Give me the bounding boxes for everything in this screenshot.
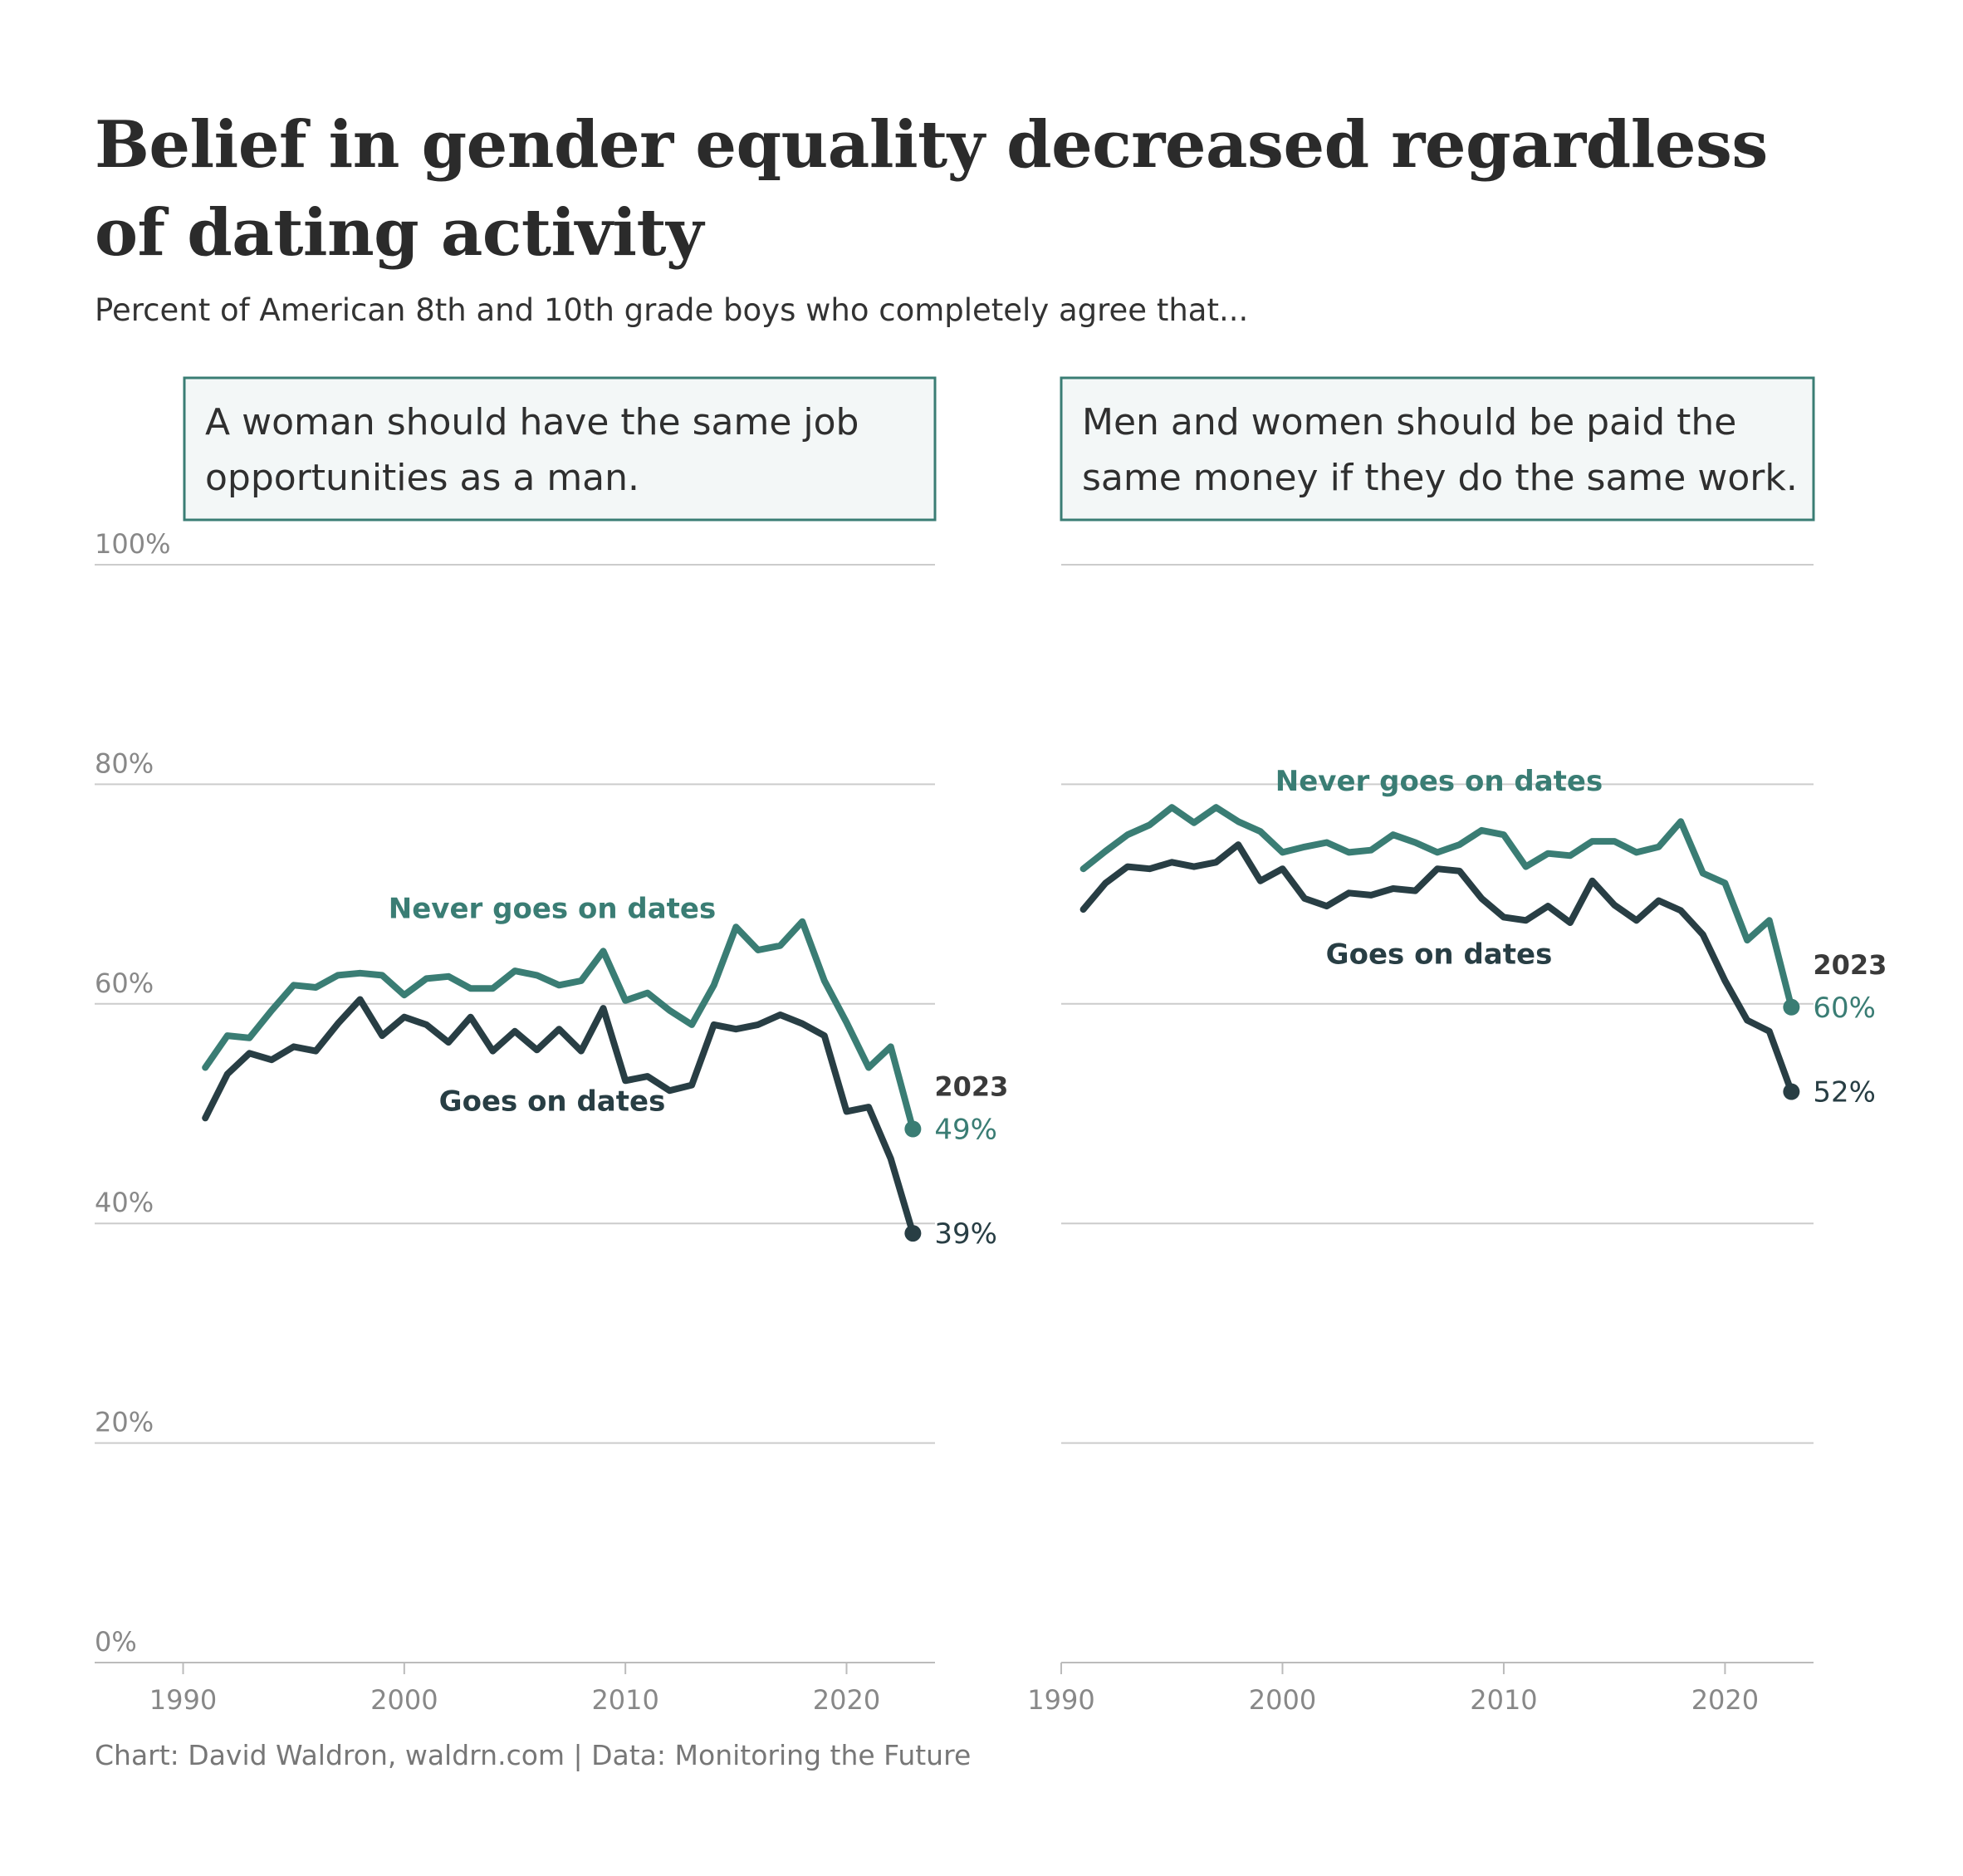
series-line-goes-on-dates xyxy=(202,996,917,1237)
series-line-goes-on-dates xyxy=(1079,841,1795,1095)
question-text-line: A woman should have the same job xyxy=(205,401,859,443)
end-value-label: 60% xyxy=(1813,992,1876,1025)
panel-2: Men and women should be paid the same mon… xyxy=(1027,376,1887,1716)
y-tick-label: 60% xyxy=(95,967,154,999)
end-point xyxy=(1783,1083,1800,1100)
y-tick-label: 100% xyxy=(95,528,170,560)
question-box xyxy=(183,376,937,522)
x-tick-label: 2020 xyxy=(1691,1684,1759,1716)
x-tick-label: 2000 xyxy=(1249,1684,1316,1716)
question-text-line: opportunities as a man. xyxy=(205,457,639,499)
series-line-never-goes-on-dates xyxy=(202,918,917,1133)
y-tick-label: 80% xyxy=(95,747,154,779)
chart-subtitle: Percent of American 8th and 10th grade b… xyxy=(95,292,1249,328)
end-year-label: 2023 xyxy=(1813,949,1887,981)
series-label: Goes on dates xyxy=(439,1085,666,1118)
y-tick-label: 20% xyxy=(95,1407,154,1438)
end-year-label: 2023 xyxy=(934,1071,1008,1103)
end-value-label: 49% xyxy=(934,1114,997,1147)
panel-1: A woman should have the same job opportun… xyxy=(95,376,1008,1716)
x-tick-label: 2020 xyxy=(813,1684,880,1716)
x-tick-label: 2010 xyxy=(591,1684,658,1716)
y-tick-label: 0% xyxy=(95,1626,137,1658)
question-text-line: Men and women should be paid the xyxy=(1082,401,1736,443)
x-tick-label: 1990 xyxy=(1027,1684,1094,1716)
chart-title: Belief in gender equality decreased rega… xyxy=(95,107,1768,271)
end-value-label: 52% xyxy=(1813,1076,1876,1109)
end-point xyxy=(904,1120,922,1138)
source-note: Chart: David Waldron, waldrn.com | Data:… xyxy=(95,1739,972,1771)
series-label: Goes on dates xyxy=(1326,938,1553,971)
end-value-label: 39% xyxy=(934,1217,997,1251)
series-line-never-goes-on-dates xyxy=(1079,804,1795,1011)
x-tick-label: 1990 xyxy=(149,1684,217,1716)
x-tick-label: 2000 xyxy=(370,1684,438,1716)
end-point xyxy=(904,1225,922,1242)
end-point xyxy=(1783,998,1800,1016)
series-label: Never goes on dates xyxy=(1275,765,1603,798)
series-label: Never goes on dates xyxy=(389,892,716,925)
y-tick-label: 40% xyxy=(95,1187,154,1218)
question-box xyxy=(1060,376,1815,522)
x-tick-label: 2010 xyxy=(1470,1684,1537,1716)
question-text-line: same money if they do the same work. xyxy=(1082,457,1798,499)
